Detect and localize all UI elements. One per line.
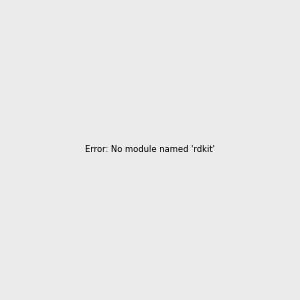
- Text: Error: No module named 'rdkit': Error: No module named 'rdkit': [85, 146, 215, 154]
